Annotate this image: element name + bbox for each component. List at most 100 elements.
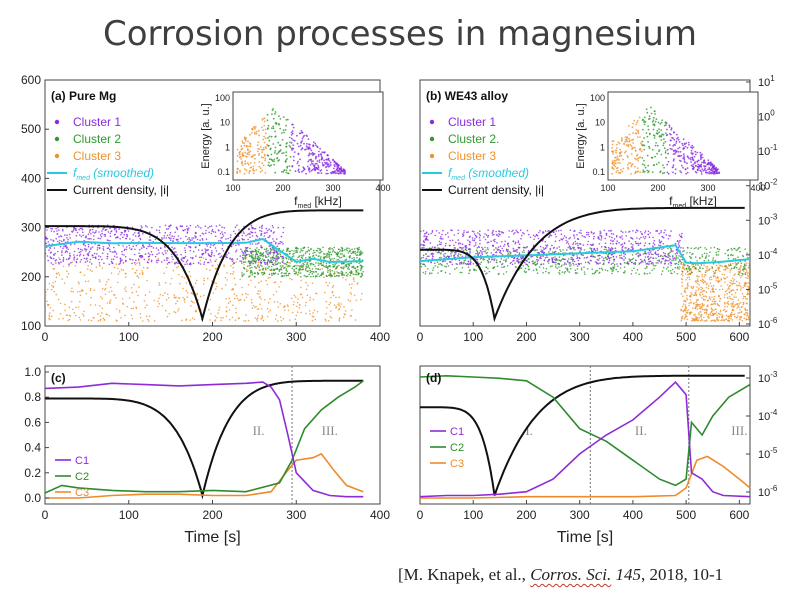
data-point (147, 320, 150, 322)
data-point (641, 233, 643, 236)
data-point (713, 295, 716, 298)
data-point (737, 273, 740, 276)
data-point (689, 312, 692, 315)
data-point (436, 261, 439, 263)
data-point (235, 294, 238, 297)
data-point (275, 256, 277, 258)
inset-point (238, 156, 241, 159)
data-point (70, 300, 73, 303)
data-point (624, 257, 627, 259)
data-point (706, 309, 708, 312)
data-point (78, 228, 80, 231)
data-point (468, 272, 470, 275)
data-point (315, 292, 317, 295)
data-point (444, 244, 447, 247)
data-point (466, 231, 468, 234)
inset-point (253, 161, 256, 164)
data-point (706, 305, 708, 308)
data-point (286, 304, 289, 306)
data-point (140, 256, 142, 259)
inset-x-tick-label: 400 (375, 183, 390, 193)
data-point (748, 276, 751, 278)
data-point (356, 256, 358, 259)
inset-point (248, 172, 251, 174)
inset-y-tick-label: 10 (220, 118, 230, 128)
data-point (232, 271, 235, 273)
data-point (573, 246, 575, 249)
data-point (99, 237, 101, 240)
data-point (600, 267, 603, 270)
data-point (121, 250, 123, 253)
data-point (604, 242, 607, 245)
inset-point (248, 151, 251, 154)
data-point (580, 267, 583, 269)
data-point (206, 245, 209, 247)
data-point (695, 301, 697, 304)
inset-point (341, 170, 344, 172)
data-point (312, 249, 315, 252)
data-point (63, 239, 65, 242)
data-point (662, 243, 664, 245)
data-point (270, 268, 273, 271)
data-point (628, 258, 630, 260)
data-point (257, 273, 259, 275)
data-point (131, 268, 134, 270)
data-point (455, 263, 458, 265)
data-point (361, 265, 364, 268)
data-point (460, 247, 463, 249)
data-point (306, 261, 309, 264)
data-point (486, 247, 489, 249)
data-point (66, 270, 68, 273)
data-point (184, 251, 187, 254)
data-point (165, 252, 167, 254)
data-point (738, 306, 740, 309)
data-point (634, 263, 636, 266)
data-point (277, 261, 280, 264)
data-point (559, 248, 561, 251)
data-point (122, 262, 125, 264)
data-point (422, 230, 425, 232)
data-point (479, 254, 482, 257)
data-point (646, 265, 648, 268)
data-point (307, 264, 310, 267)
data-point (702, 267, 704, 270)
data-point (563, 235, 566, 237)
data-point (101, 232, 103, 235)
data-point (69, 315, 72, 317)
data-point (80, 259, 82, 261)
data-point (192, 286, 195, 288)
data-point (89, 248, 92, 251)
data-point (277, 273, 280, 275)
data-point (562, 249, 564, 251)
data-point (713, 300, 716, 303)
data-point (263, 232, 266, 234)
data-point (704, 247, 706, 249)
data-point (465, 249, 468, 252)
data-point (270, 261, 273, 264)
inset-point (320, 155, 323, 157)
data-point (104, 293, 107, 296)
data-point (254, 227, 257, 230)
data-point (620, 244, 622, 246)
data-point (492, 267, 494, 269)
data-point (523, 246, 526, 249)
data-point (718, 248, 721, 251)
data-point (329, 259, 332, 261)
data-point (523, 251, 525, 254)
data-point (60, 261, 62, 263)
data-point (172, 258, 174, 261)
data-point (279, 316, 282, 318)
data-point (527, 233, 530, 236)
data-point (589, 247, 591, 249)
data-point (302, 247, 305, 249)
data-point (520, 267, 523, 270)
data-point (205, 268, 208, 270)
data-point (82, 234, 84, 237)
data-point (469, 263, 472, 265)
data-point (479, 263, 482, 265)
data-point (57, 272, 60, 274)
data-point (341, 250, 343, 252)
data-point (565, 263, 567, 265)
data-point (100, 235, 103, 238)
data-point (713, 272, 716, 274)
